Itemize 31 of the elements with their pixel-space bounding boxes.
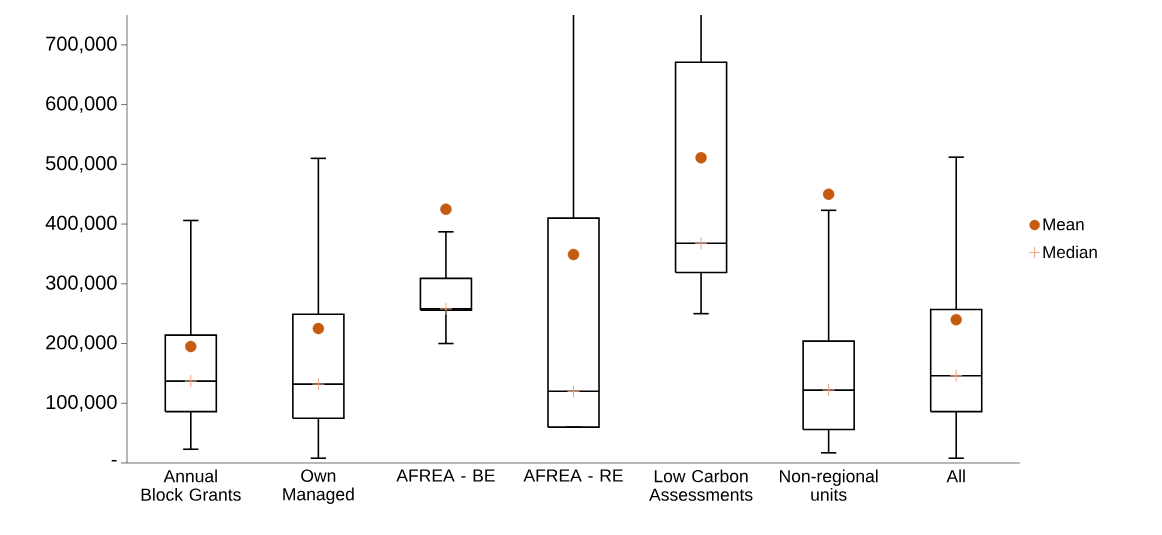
- y-tick-label: -: [111, 459, 117, 462]
- point: [822, 383, 836, 397]
- legend-label: Mean: [1043, 218, 1084, 231]
- point: [822, 188, 835, 200]
- y-tick-label: 100,000: [46, 395, 117, 412]
- x-tick-label: Annual Block Grants: [141, 469, 241, 501]
- point: [311, 377, 325, 391]
- x-tick-label: All: [946, 469, 965, 483]
- y-tick-label: 600,000: [46, 96, 117, 113]
- x-tick-label: AFREA - RE: [523, 469, 623, 482]
- point: [694, 236, 708, 250]
- point: [184, 374, 198, 388]
- x-tick-label: Own Managed: [283, 469, 354, 504]
- y-tick-label: 200,000: [46, 335, 117, 352]
- y-tick-label: 700,000: [46, 36, 117, 54]
- point: [567, 248, 580, 261]
- point: [567, 384, 580, 398]
- point: [185, 340, 197, 353]
- y-tick-label: 500,000: [45, 156, 117, 173]
- legend-label: Median: [1043, 245, 1097, 259]
- y-tick-label: 300,000: [45, 275, 117, 293]
- point: [312, 322, 325, 335]
- y-tick-label: 400,000: [45, 215, 117, 233]
- point: [950, 313, 962, 326]
- point: [439, 302, 453, 316]
- point: [440, 203, 452, 215]
- x-tick-label: Low Carbon Assessments: [649, 469, 753, 501]
- x-tick-label: AFREA - BE: [396, 469, 495, 482]
- point: [695, 152, 707, 164]
- x-tick-label: Non-regional units: [779, 469, 878, 501]
- point: [949, 369, 963, 383]
